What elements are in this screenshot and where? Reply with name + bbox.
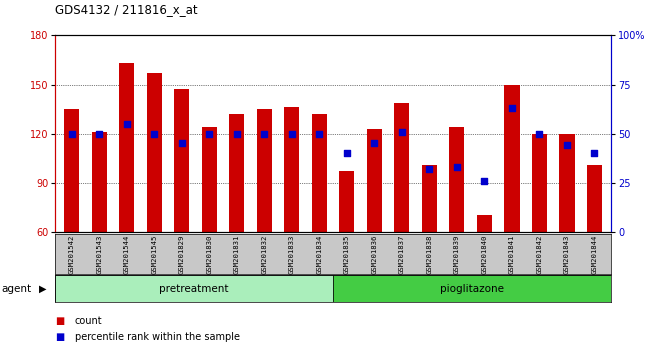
Point	[342, 150, 352, 156]
Bar	[587, 165, 602, 232]
Text: GSM201840: GSM201840	[482, 235, 488, 274]
Bar	[257, 109, 272, 232]
Bar	[367, 129, 382, 232]
Text: GSM201829: GSM201829	[179, 235, 185, 274]
Text: GSM201542: GSM201542	[69, 235, 75, 274]
Point	[231, 131, 242, 136]
Point	[479, 178, 489, 184]
Point	[424, 166, 435, 172]
Text: GSM201835: GSM201835	[344, 235, 350, 274]
Bar	[532, 134, 547, 232]
Bar	[55, 275, 333, 302]
Text: GSM201837: GSM201837	[399, 235, 405, 274]
Text: GSM201833: GSM201833	[289, 235, 295, 274]
Point	[66, 131, 77, 136]
Text: ■: ■	[55, 316, 64, 326]
Text: GSM201842: GSM201842	[536, 235, 543, 274]
Bar	[504, 85, 519, 232]
Point	[452, 164, 462, 170]
Bar	[174, 90, 189, 232]
Text: percentile rank within the sample: percentile rank within the sample	[75, 332, 240, 342]
Text: GSM201830: GSM201830	[206, 235, 213, 274]
Text: GSM201543: GSM201543	[96, 235, 102, 274]
Text: pioglitazone: pioglitazone	[440, 284, 504, 294]
Bar	[147, 73, 162, 232]
Bar	[202, 127, 217, 232]
Point	[177, 141, 187, 146]
Point	[287, 131, 297, 136]
Bar	[284, 108, 300, 232]
Text: GSM201838: GSM201838	[426, 235, 432, 274]
Bar	[333, 275, 611, 302]
Bar	[477, 216, 492, 232]
Bar	[339, 171, 354, 232]
Text: ■: ■	[55, 332, 64, 342]
Point	[507, 105, 517, 111]
Text: pretreatment: pretreatment	[159, 284, 229, 294]
Point	[259, 131, 270, 136]
Text: GSM201544: GSM201544	[124, 235, 130, 274]
Bar	[422, 165, 437, 232]
Point	[396, 129, 407, 135]
Bar	[312, 114, 327, 232]
Bar	[229, 114, 244, 232]
Bar	[119, 63, 135, 232]
Text: GSM201832: GSM201832	[261, 235, 267, 274]
Bar	[64, 109, 79, 232]
Bar	[92, 132, 107, 232]
Text: GSM201836: GSM201836	[371, 235, 378, 274]
Text: ▶: ▶	[39, 284, 47, 294]
Text: GSM201545: GSM201545	[151, 235, 157, 274]
Text: GSM201844: GSM201844	[592, 235, 597, 274]
Text: GDS4132 / 211816_x_at: GDS4132 / 211816_x_at	[55, 3, 198, 16]
Point	[204, 131, 214, 136]
Point	[369, 141, 380, 146]
Point	[122, 121, 132, 127]
Text: GSM201834: GSM201834	[317, 235, 322, 274]
Point	[94, 131, 105, 136]
Text: GSM201843: GSM201843	[564, 235, 570, 274]
Point	[149, 131, 159, 136]
Text: GSM201841: GSM201841	[509, 235, 515, 274]
Bar	[395, 103, 410, 232]
Point	[562, 143, 572, 148]
Point	[534, 131, 545, 136]
Text: GSM201839: GSM201839	[454, 235, 460, 274]
Point	[314, 131, 324, 136]
Text: agent: agent	[1, 284, 31, 294]
Bar	[560, 134, 575, 232]
Bar	[449, 127, 465, 232]
Text: count: count	[75, 316, 103, 326]
Text: GSM201831: GSM201831	[234, 235, 240, 274]
Point	[590, 150, 600, 156]
